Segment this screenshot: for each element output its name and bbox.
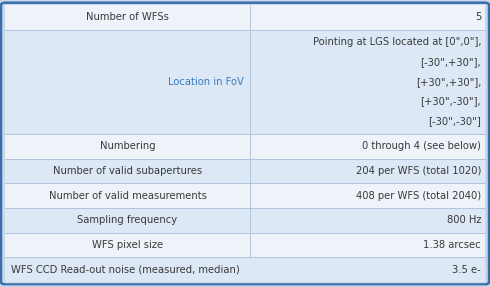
Text: WFS pixel size: WFS pixel size <box>92 240 163 250</box>
Text: Number of WFSs: Number of WFSs <box>86 12 169 22</box>
Bar <box>5 282 485 287</box>
Text: Location in FoV: Location in FoV <box>168 77 244 87</box>
Bar <box>5 5 485 30</box>
Text: 408 per WFS (total 2040): 408 per WFS (total 2040) <box>356 191 481 201</box>
Text: [-30",-30"]: [-30",-30"] <box>428 116 481 126</box>
Bar <box>5 233 485 257</box>
Bar <box>5 159 485 183</box>
Bar <box>5 208 485 233</box>
FancyBboxPatch shape <box>1 3 489 284</box>
Bar <box>5 257 485 282</box>
Bar <box>5 30 485 134</box>
Text: [+30",-30"],: [+30",-30"], <box>420 96 481 106</box>
Text: Pointing at LGS located at [0",0"],: Pointing at LGS located at [0",0"], <box>313 38 481 47</box>
Text: 1.38 arcsec: 1.38 arcsec <box>423 240 481 250</box>
Text: Numbering: Numbering <box>99 141 155 151</box>
Text: WFS CCD Read-out noise (measured, median): WFS CCD Read-out noise (measured, median… <box>11 265 240 275</box>
Bar <box>5 183 485 208</box>
Text: 800 Hz: 800 Hz <box>446 215 481 225</box>
Text: [+30",+30"],: [+30",+30"], <box>416 77 481 87</box>
Text: Sampling frequency: Sampling frequency <box>77 215 177 225</box>
Text: 204 per WFS (total 1020): 204 per WFS (total 1020) <box>356 166 481 176</box>
Text: Number of valid measurements: Number of valid measurements <box>49 191 206 201</box>
Text: 3.5 e-: 3.5 e- <box>452 265 481 275</box>
Text: Number of valid subapertures: Number of valid subapertures <box>53 166 202 176</box>
Bar <box>5 134 485 159</box>
Text: 5: 5 <box>475 12 481 22</box>
Text: [-30",+30"],: [-30",+30"], <box>420 57 481 67</box>
Text: 0 through 4 (see below): 0 through 4 (see below) <box>362 141 481 151</box>
